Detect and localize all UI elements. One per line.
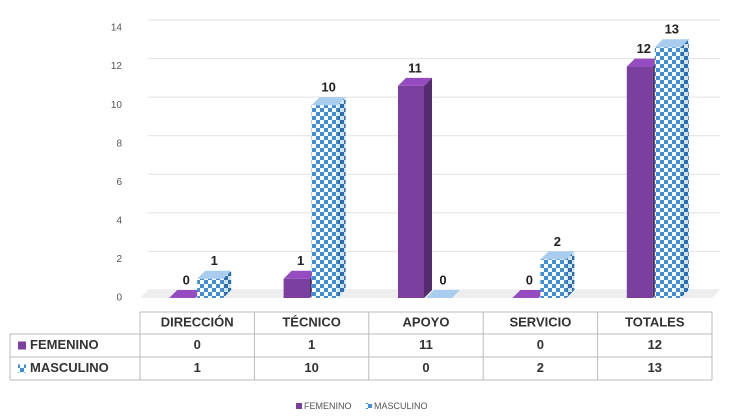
y-tick-label: 14 [111, 23, 123, 34]
row-label: FEMENINO [30, 337, 99, 352]
y-tick-label: 10 [111, 100, 123, 111]
table-cell: 1 [308, 337, 315, 352]
data-label: 11 [408, 60, 422, 75]
legend-key [366, 403, 372, 409]
bar-side [337, 97, 346, 299]
bar-top [398, 77, 432, 86]
table-cell: 0 [537, 337, 544, 352]
table-cell: 11 [419, 337, 433, 352]
bar-top [197, 270, 232, 279]
data-label: 2 [554, 234, 561, 249]
table-cell: 0 [422, 360, 429, 375]
x-tick-label: APOYO [403, 314, 450, 329]
legend-key [18, 341, 26, 350]
table-cell: 2 [537, 360, 544, 375]
bar-top [626, 58, 661, 67]
bar [398, 85, 424, 298]
bar [540, 259, 567, 298]
data-label: 1 [297, 253, 304, 268]
bar-side [680, 39, 689, 299]
bar [283, 278, 310, 298]
y-tick-label: 0 [116, 293, 122, 304]
table-cell: 13 [648, 360, 662, 375]
legend-key [18, 364, 26, 373]
bar-side [223, 270, 232, 298]
bar-top [426, 290, 460, 298]
data-label: 1 [211, 253, 218, 268]
x-tick-label: SERVICIO [509, 314, 571, 329]
bar [626, 66, 653, 298]
data-label: 12 [637, 41, 651, 56]
legend-key [296, 403, 302, 409]
y-tick-label: 8 [116, 138, 122, 149]
row-label: MASCULINO [30, 360, 109, 375]
bar-side [566, 251, 575, 298]
data-label: 0 [439, 272, 446, 287]
data-label: 0 [526, 272, 533, 287]
table-cell: 0 [194, 337, 201, 352]
data-label: 0 [183, 272, 190, 287]
table-cell: 10 [304, 360, 318, 375]
y-tick-label: 2 [116, 254, 122, 265]
bar [197, 278, 224, 298]
bar-top [311, 97, 346, 106]
bar-top [654, 39, 689, 48]
y-tick-label: 12 [111, 61, 123, 72]
bar-top [512, 290, 547, 298]
table-cell: 1 [194, 360, 201, 375]
data-label: 13 [665, 22, 679, 37]
x-tick-label: TÉCNICO [282, 314, 341, 329]
data-label: 10 [321, 80, 335, 95]
bar [311, 105, 338, 299]
bar-top [169, 290, 204, 298]
y-tick-label: 6 [116, 177, 122, 188]
legend-label: MASCULINO [374, 401, 428, 411]
bar-top [283, 270, 318, 279]
legend-label: FEMENINO [304, 401, 352, 411]
bar [654, 47, 681, 299]
x-tick-label: TOTALES [625, 314, 685, 329]
table-cell: 12 [648, 337, 662, 352]
x-tick-label: DIRECCIÓN [161, 314, 234, 329]
bar-top [540, 251, 575, 260]
y-tick-label: 4 [116, 215, 122, 226]
bar-side [424, 77, 432, 298]
